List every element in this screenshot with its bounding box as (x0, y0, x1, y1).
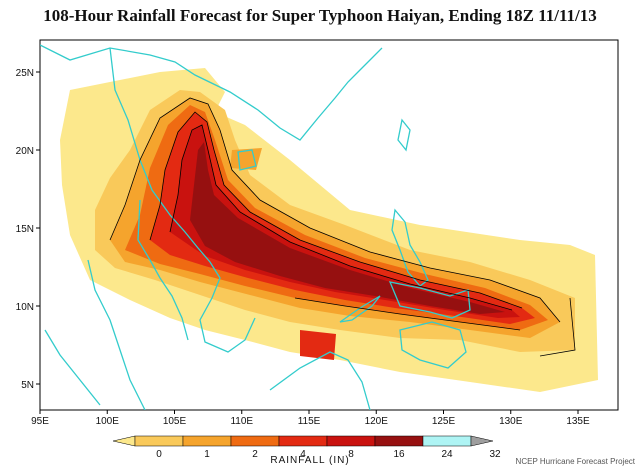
colorbar-segment (134, 435, 184, 447)
lon-tick-label: 105E (163, 416, 187, 427)
lat-tick-label: 5N (21, 380, 34, 391)
lat-tick-label: 15N (16, 224, 34, 235)
colorbar-level-label: 0 (156, 449, 162, 460)
rainfall-field (40, 44, 598, 410)
coast-malay (87, 259, 146, 410)
map-title: 108-Hour Rainfall Forecast for Super Typ… (43, 6, 597, 25)
rain-band-4-8 (125, 105, 548, 330)
coast-luzon (391, 208, 429, 287)
colorbar-level-label: 2 (252, 449, 258, 460)
colorbar-level-label: 8 (348, 449, 354, 460)
lat-tick-label: 25N (16, 68, 34, 79)
rain-band-8-16 (150, 112, 535, 324)
lon-tick-label: 125E (432, 416, 456, 427)
lat-tick-label: 10N (16, 302, 34, 313)
colorbar-segment (374, 435, 424, 447)
coast-sumatra (44, 329, 101, 406)
rain-band-16-24 (170, 125, 520, 318)
lon-tick-label: 120E (365, 416, 389, 427)
colorbar-segment (230, 435, 280, 447)
credit-text: NCEP Hurricane Forecast Project (516, 457, 636, 466)
coast-visayas (388, 281, 471, 319)
coastlines (40, 44, 471, 410)
colorbar-segment (182, 435, 232, 447)
coast-palawan (339, 295, 381, 323)
colorbar-level-label: 32 (489, 449, 501, 460)
colorbar-right-cap (470, 435, 494, 447)
coast-taiwan (397, 118, 411, 152)
colorbar-left-cap (112, 435, 136, 447)
lon-tick-label: 130E (499, 416, 523, 427)
rain-band-24-32 (190, 142, 505, 314)
colorbar-level-label: 4 (300, 449, 306, 460)
coast-hainan (237, 149, 257, 171)
lon-tick-label: 110E (230, 416, 253, 427)
longitude-axis: 95E 100E 105E 110E 115E 120E 125E 130E 135E (31, 410, 590, 427)
coast-china (40, 44, 383, 141)
colorbar-segment (278, 435, 328, 447)
coast-gulf-thailand (137, 199, 189, 341)
colorbar-level-label: 24 (441, 449, 453, 460)
colorbar-level-label: 1 (204, 449, 210, 460)
lat-tick-label: 20N (16, 146, 34, 157)
lon-tick-label: 115E (298, 416, 321, 427)
coast-borneo (269, 351, 371, 410)
lon-tick-label: 95E (31, 416, 49, 427)
colorbar-title: RAINFALL (IN) (270, 455, 349, 466)
lon-tick-label: 100E (96, 416, 120, 427)
colorbar-level-label: 16 (393, 449, 405, 460)
rain-spot-east (300, 330, 336, 360)
coast-mindanao (399, 321, 467, 369)
contour-lines (109, 97, 576, 357)
colorbar: 0 1 2 4 8 16 24 32 RAINFALL (IN) NCEP Hurricane… (112, 435, 636, 466)
coast-indochina (109, 47, 256, 353)
colorbar-segment (326, 435, 376, 447)
latitude-axis: 25N 20N 15N 10N 5N (16, 68, 40, 391)
colorbar-segment (422, 435, 472, 447)
lon-tick-label: 135E (566, 416, 590, 427)
